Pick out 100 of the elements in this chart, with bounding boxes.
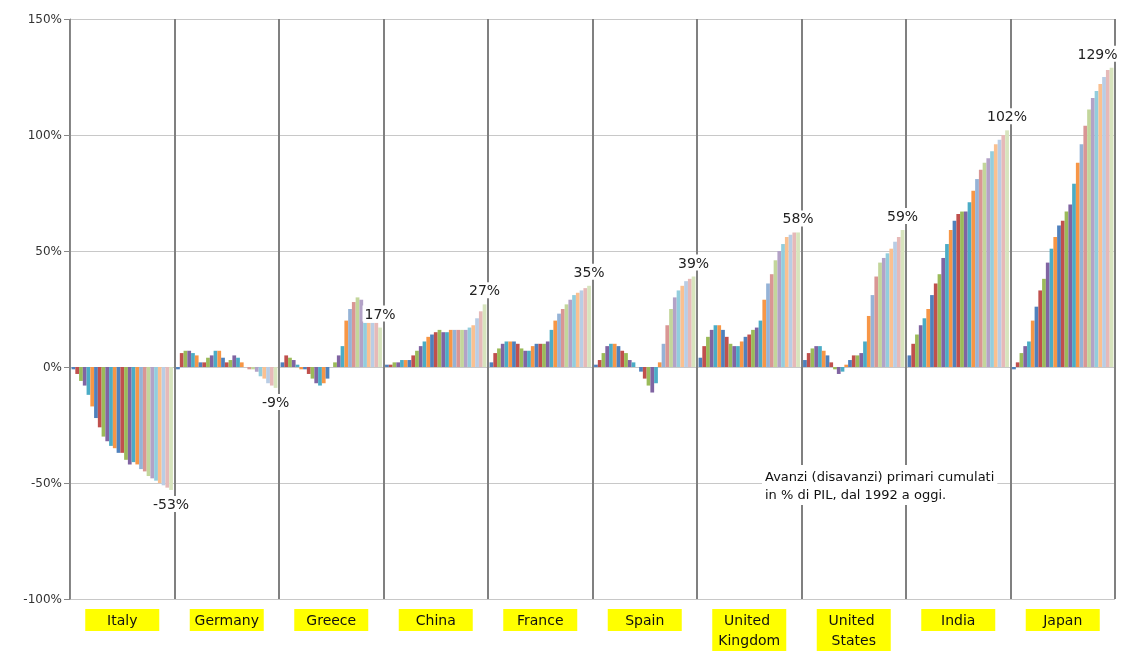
bar [975,179,979,367]
bar [430,334,434,367]
bar [557,313,561,367]
bar [751,329,755,367]
data-label: 17% [364,305,396,322]
bar [254,367,259,372]
bar [926,309,931,367]
bar [986,158,991,367]
bar [1038,290,1043,367]
bar [672,297,677,367]
bar [1060,220,1065,367]
bar [1087,109,1091,367]
bar [359,299,364,367]
bar [157,367,162,483]
bar [194,355,199,367]
bar [344,320,349,367]
data-label: 129% [1077,45,1118,62]
bar [654,367,658,384]
bar [545,341,550,367]
bar [806,353,811,367]
bar [456,329,461,367]
x-tick-label: Spain [625,612,665,628]
bar [781,244,785,367]
bar [732,346,737,367]
bar [374,322,379,367]
data-label: 39% [677,254,710,271]
bar [478,311,483,367]
x-tick-label: China [415,612,456,628]
bar [1090,97,1095,367]
bar [82,367,87,386]
bar [605,346,610,367]
bar [1072,183,1076,367]
bar [127,367,132,465]
bar [796,232,800,367]
bar [639,367,643,372]
bar [206,357,210,367]
bar [1098,83,1103,367]
bar [918,325,923,367]
bar [527,350,531,367]
bar [717,325,722,367]
bar [306,367,311,374]
bar [948,230,953,367]
bar [754,327,759,367]
bar [415,350,419,367]
bar [568,299,573,367]
bar [818,346,822,367]
bar [762,299,767,367]
bar [1083,125,1088,367]
bar [515,343,520,367]
data-label: 102% [987,108,1028,125]
bar [1105,70,1110,367]
bar [971,190,976,367]
bar [314,367,319,384]
y-tick-label: 50% [35,244,62,258]
bar [709,329,714,367]
bar [624,353,628,367]
bar [471,325,476,367]
x-tick-label: United Kingdom [718,612,781,648]
bar [209,355,214,367]
bar [232,355,237,367]
y-tick-label: 0% [42,360,62,374]
bar [1102,77,1106,367]
bar [766,283,770,367]
bar [94,367,98,419]
bar [378,327,382,367]
bar [165,367,170,488]
bar [1075,162,1080,367]
bar [512,341,516,367]
bar [747,334,752,367]
bar [911,343,916,367]
bar [836,367,841,374]
bar [915,334,919,367]
data-label: 58% [782,210,814,227]
bar [191,353,195,367]
bar [575,292,580,367]
bar [881,257,886,367]
bar [814,346,819,367]
bar [396,362,401,367]
bar [665,325,670,367]
bar [680,285,685,367]
bar [803,360,807,367]
bar [941,257,946,367]
bar [288,357,292,367]
bar [530,346,535,367]
bar [321,367,326,384]
bar [866,315,871,367]
bar [642,367,647,379]
bar [597,360,602,367]
bar [739,341,744,367]
x-tick-label: France [516,612,564,628]
bar [587,285,591,367]
bar [508,341,513,367]
bar [139,367,143,470]
bar [202,362,207,367]
bar [79,367,83,381]
bar [1001,135,1006,367]
bar [706,336,710,367]
bar [1015,362,1020,367]
bar [105,367,110,442]
bar [400,360,404,367]
